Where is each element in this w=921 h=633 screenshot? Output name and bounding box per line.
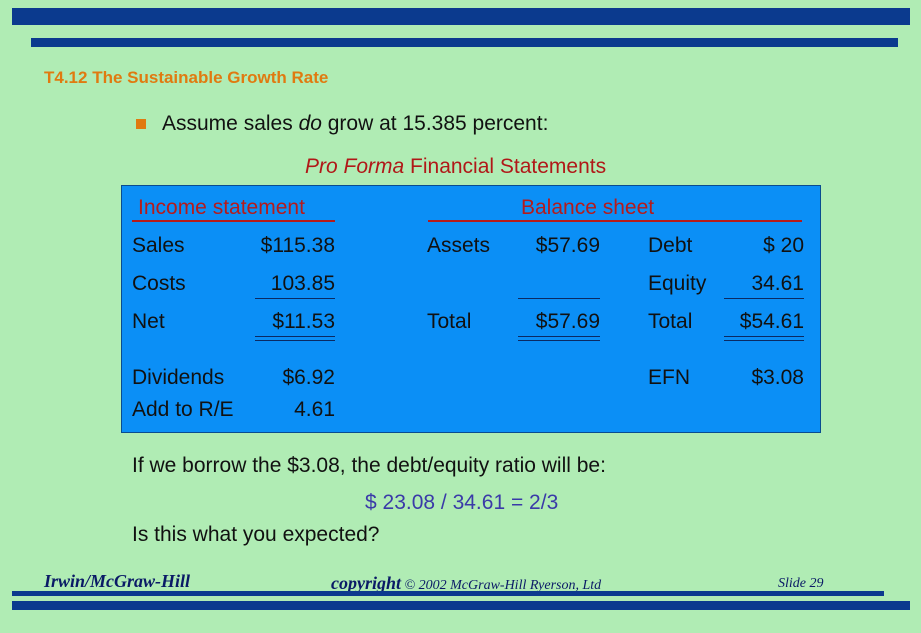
income-label: Costs (132, 272, 186, 295)
income-value: 103.85 (270, 272, 335, 295)
expected-text: Is this what you expected? (132, 523, 380, 546)
equity-underline (724, 298, 804, 299)
asset-value: $57.69 (535, 234, 600, 257)
income-header-underline (132, 220, 335, 222)
slide-title: T4.12 The Sustainable Growth Rate (44, 68, 329, 87)
assets-total-double-underline (518, 340, 600, 341)
net-double-underline (255, 336, 335, 337)
income-label: Net (132, 310, 165, 333)
liability-label: EFN (648, 366, 690, 389)
income-value: $6.92 (282, 366, 335, 389)
asset-label: Assets (427, 234, 491, 257)
income-value: $115.38 (260, 234, 335, 257)
bottom-bar-thin (12, 591, 884, 596)
liability-value: $54.61 (739, 310, 804, 333)
footer-copyright: copyright © 2002 McGraw-Hill Ryerson, Lt… (331, 573, 601, 594)
bullet-text: Assume sales do grow at 15.385 percent: (162, 112, 548, 136)
question-text: If we borrow the $3.08, the debt/equity … (132, 454, 606, 477)
liability-label: Debt (648, 234, 693, 257)
pro-forma-rest: Financial Statements (404, 155, 607, 178)
liab-total-double-underline (724, 340, 804, 341)
income-label: Add to R/E (132, 398, 234, 421)
income-statement-header: Income statement (138, 196, 305, 219)
liability-value: $ 20 (763, 234, 804, 257)
footer-copyright-detail: © 2002 McGraw-Hill Ryerson, Ltd (401, 578, 602, 593)
pro-forma-heading: Pro Forma Financial Statements (305, 155, 606, 179)
footer-publisher: Irwin/McGraw-Hill (44, 571, 191, 591)
bullet-text-post: grow at 15.385 percent: (321, 112, 549, 135)
top-bar-thin (31, 38, 898, 47)
liability-value: 34.61 (751, 272, 804, 295)
income-value: 4.61 (294, 398, 335, 421)
financial-statements-box: Income statement Balance sheet Sales $11… (121, 185, 821, 433)
balance-header-underline (428, 220, 802, 222)
top-bar (12, 8, 910, 25)
net-double-underline (255, 340, 335, 341)
asset-value: $57.69 (535, 310, 600, 333)
liab-total-double-underline (724, 336, 804, 337)
footer-copyright-word: copyright (331, 573, 401, 593)
bullet-text-pre: Assume sales (162, 112, 299, 135)
costs-underline (255, 298, 335, 299)
income-label: Sales (132, 234, 185, 257)
liability-value: $3.08 (751, 366, 804, 389)
assets-underline (518, 298, 600, 299)
balance-sheet-header: Balance sheet (521, 196, 655, 219)
asset-label: Total (427, 310, 472, 333)
footer-slide-number: Slide 29 (778, 576, 824, 591)
bullet-square-icon (136, 119, 146, 129)
income-value: $11.53 (272, 310, 335, 333)
liability-label: Equity (648, 272, 707, 295)
assets-total-double-underline (518, 336, 600, 337)
bottom-bar (12, 601, 910, 610)
bullet-text-em: do (298, 112, 322, 135)
pro-forma-em: Pro Forma (305, 155, 405, 178)
liability-label: Total (648, 310, 693, 333)
income-label: Dividends (132, 366, 225, 389)
ratio-text: $ 23.08 / 34.61 = 2/3 (365, 491, 559, 514)
